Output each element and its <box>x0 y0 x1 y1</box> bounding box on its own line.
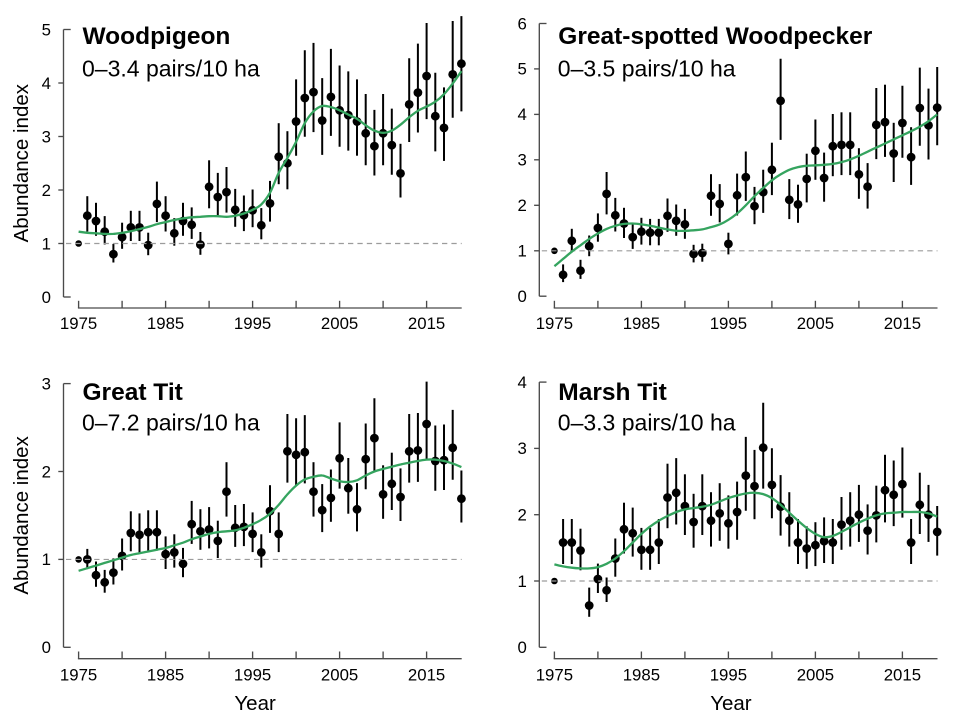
svg-text:0–3.3 pairs/10 ha: 0–3.3 pairs/10 ha <box>558 410 736 436</box>
svg-text:2: 2 <box>517 196 526 215</box>
svg-text:1995: 1995 <box>234 314 271 333</box>
svg-text:1985: 1985 <box>147 666 184 685</box>
svg-text:1975: 1975 <box>536 666 573 685</box>
svg-text:0–3.5 pairs/10 ha: 0–3.5 pairs/10 ha <box>558 56 736 82</box>
svg-text:Great Tit: Great Tit <box>83 379 183 406</box>
svg-text:1985: 1985 <box>147 314 184 333</box>
svg-text:6: 6 <box>517 14 526 33</box>
svg-text:0–7.2 pairs/10 ha: 0–7.2 pairs/10 ha <box>82 410 260 436</box>
svg-text:5: 5 <box>42 20 51 39</box>
svg-text:2015: 2015 <box>884 314 921 333</box>
svg-text:1975: 1975 <box>60 666 97 685</box>
svg-text:Woodpigeon: Woodpigeon <box>83 23 231 50</box>
svg-text:0: 0 <box>42 288 51 307</box>
svg-text:Year: Year <box>234 692 276 715</box>
svg-text:Abundance index: Abundance index <box>10 435 33 594</box>
svg-text:2: 2 <box>42 462 51 481</box>
svg-text:1: 1 <box>42 234 51 253</box>
svg-text:1: 1 <box>42 550 51 569</box>
svg-text:4: 4 <box>517 105 526 124</box>
svg-text:4: 4 <box>42 74 51 93</box>
svg-text:2015: 2015 <box>408 314 445 333</box>
svg-text:0: 0 <box>42 638 51 657</box>
svg-text:Marsh Tit: Marsh Tit <box>558 379 666 406</box>
svg-text:3: 3 <box>517 439 526 458</box>
svg-text:3: 3 <box>42 374 51 393</box>
svg-text:1995: 1995 <box>710 314 747 333</box>
svg-text:0–3.4 pairs/10 ha: 0–3.4 pairs/10 ha <box>82 56 260 82</box>
svg-text:2015: 2015 <box>408 666 445 685</box>
svg-text:2: 2 <box>42 181 51 200</box>
svg-text:2005: 2005 <box>321 666 358 685</box>
svg-text:5: 5 <box>517 60 526 79</box>
svg-text:1975: 1975 <box>60 314 97 333</box>
svg-text:1975: 1975 <box>536 314 573 333</box>
svg-text:2005: 2005 <box>797 666 834 685</box>
svg-text:1985: 1985 <box>623 666 660 685</box>
svg-text:4: 4 <box>517 373 526 392</box>
svg-text:2: 2 <box>517 506 526 525</box>
svg-text:Abundance index: Abundance index <box>10 83 33 242</box>
svg-text:3: 3 <box>517 151 526 170</box>
svg-text:Year: Year <box>710 692 752 715</box>
svg-text:3: 3 <box>42 127 51 146</box>
svg-text:0: 0 <box>517 287 526 306</box>
svg-text:1985: 1985 <box>623 314 660 333</box>
svg-text:Great-spotted Woodpecker: Great-spotted Woodpecker <box>558 23 872 50</box>
svg-text:1995: 1995 <box>710 666 747 685</box>
svg-text:1: 1 <box>517 572 526 591</box>
svg-text:1995: 1995 <box>234 666 271 685</box>
svg-text:1: 1 <box>517 242 526 261</box>
svg-text:2005: 2005 <box>321 314 358 333</box>
svg-text:0: 0 <box>517 638 526 657</box>
svg-text:2015: 2015 <box>884 666 921 685</box>
svg-text:2005: 2005 <box>797 314 834 333</box>
